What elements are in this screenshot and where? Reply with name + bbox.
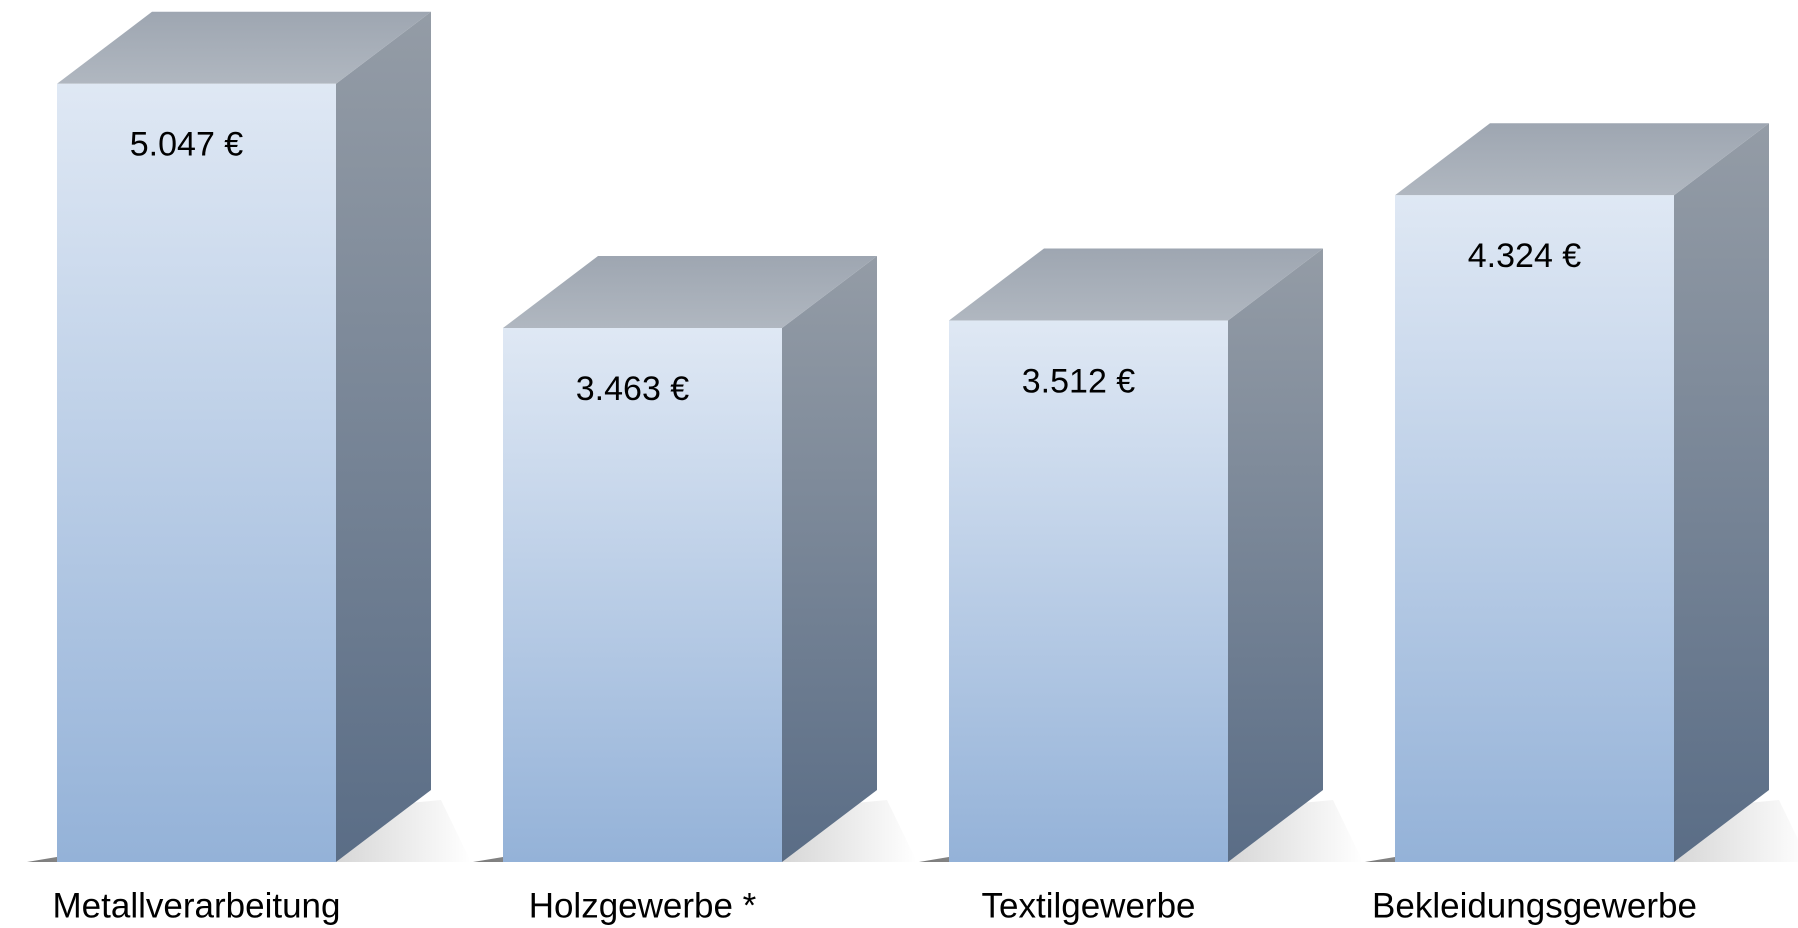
bar-top — [1395, 123, 1769, 196]
bar-side — [782, 256, 877, 863]
bar-top — [57, 11, 431, 84]
x-tick-label: Textilgewerbe — [982, 886, 1196, 925]
bar — [1395, 195, 1674, 862]
bar-side — [1674, 123, 1769, 862]
value-label: 3.463 € — [576, 370, 690, 408]
value-label: 3.512 € — [1022, 362, 1136, 400]
x-tick-label: Bekleidungsgewerbe — [1372, 886, 1697, 925]
bar — [57, 83, 336, 862]
value-label: 5.047 € — [130, 126, 244, 164]
value-label: 4.324 € — [1468, 237, 1582, 275]
bar — [949, 320, 1228, 862]
x-tick-label: Holzgewerbe * — [529, 886, 757, 925]
bars: 5.047 € Metallverarbeitung 3.463 € Holzgewe… — [27, 11, 1798, 925]
x-tick-label: Metallverarbeitung — [53, 886, 341, 925]
bar-top — [949, 248, 1323, 321]
bar-top — [503, 256, 877, 329]
bar-side — [336, 11, 431, 862]
bar-side — [1228, 248, 1323, 863]
bar — [503, 328, 782, 863]
